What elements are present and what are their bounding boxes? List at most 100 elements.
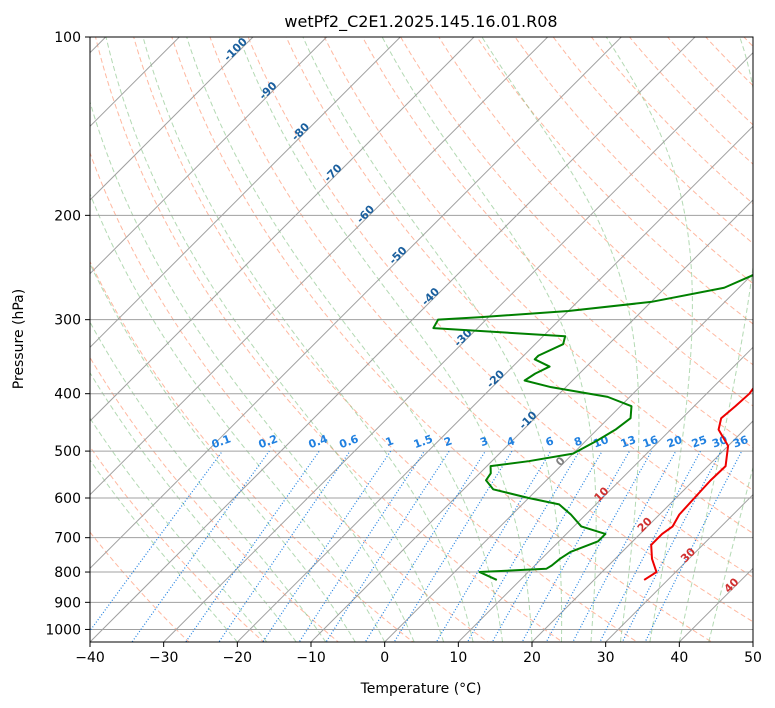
mixing-ratio-label: 0.6 [338, 432, 361, 451]
mixing-ratio-line [325, 450, 450, 642]
x-tick-label: 20 [523, 650, 541, 666]
y-tick-label: 300 [54, 313, 81, 329]
mixing-ratio-line [572, 450, 677, 642]
height-label: -80 [289, 120, 312, 143]
x-tick-label: −10 [296, 650, 326, 666]
isotherm [236, 125, 753, 642]
mixing-ratio-label: 0.4 [307, 432, 330, 451]
y-tick-label: 700 [54, 531, 81, 547]
moist-adiabat [605, 37, 693, 642]
isotherm [90, 37, 623, 570]
lcl-label: 30 [678, 545, 698, 565]
mixing-ratio-line [298, 450, 425, 642]
dry-adiabat [361, 37, 753, 449]
dry-adiabat [400, 37, 753, 407]
moist-adiabat [105, 37, 445, 642]
mixing-ratio-label: 6 [544, 434, 556, 449]
dry-adiabat [95, 37, 564, 642]
dry-adiabat [90, 260, 414, 642]
isotherm [90, 37, 254, 201]
isotherm [383, 272, 753, 642]
mixing-ratio-line [131, 450, 270, 642]
dry-adiabat [285, 37, 753, 534]
mixing-ratio-label: 1 [384, 434, 396, 449]
dry-adiabat [133, 37, 638, 642]
y-tick-label: 600 [54, 491, 81, 507]
mixing-ratio-label: 3 [478, 434, 490, 449]
mixing-ratio-label: 4 [505, 434, 517, 449]
dry-adiabat [756, 10, 775, 654]
moist-adiabat [678, 37, 753, 642]
y-tick-label: 400 [54, 387, 81, 403]
x-tick-label: 50 [744, 650, 762, 666]
mixing-ratio-label: 8 [572, 434, 584, 449]
mixing-ratio-label: 20 [665, 433, 684, 451]
isotherm [90, 37, 696, 642]
x-tick-label: −20 [223, 650, 253, 666]
mixing-ratio-line [90, 450, 223, 632]
y-tick-label: 900 [54, 595, 81, 611]
isotherm [604, 493, 753, 642]
temperature-profile [643, 386, 753, 581]
moist-adiabat [90, 371, 297, 642]
mixing-ratio-label: 16 [641, 433, 660, 451]
moist-adiabat [481, 37, 640, 642]
mixing-ratio-line [545, 450, 653, 642]
data-layer: 0.1 0.2 0.4 0.6 1 1.5 2 3 4 6 8 10 13 16 20 25 30 36-100-… [210, 37, 753, 596]
x-tick-label: −30 [149, 650, 179, 666]
height-label: -60 [354, 202, 377, 225]
mixing-ratio-label: 13 [619, 433, 638, 450]
mixing-ratio-label: 30 [710, 433, 729, 451]
x-axis-title: Temperature (°C) [360, 681, 482, 697]
mixing-ratio-line [262, 450, 392, 642]
x-tick-label: 0 [380, 650, 389, 666]
moist-adiabat [302, 37, 563, 642]
plot-frame [89, 36, 754, 643]
isotherm [90, 37, 181, 128]
dry-adiabat [171, 37, 713, 642]
y-tick-label: 200 [54, 208, 81, 224]
mixing-ratio-line [599, 450, 702, 642]
mixing-ratio-label: 2 [442, 434, 454, 449]
moist-adiabat [90, 262, 356, 642]
y-tick-label: 800 [54, 565, 81, 581]
x-tick-label: 30 [597, 650, 615, 666]
isotherm [90, 37, 475, 422]
x-tick-label: −40 [75, 650, 105, 666]
mixing-ratio-line [644, 450, 743, 642]
moist-adiabat [142, 37, 474, 642]
isotherm [90, 37, 402, 349]
dry-adiabat [514, 37, 753, 285]
moist-adiabat [90, 192, 386, 642]
dry-adiabat [90, 151, 489, 642]
mixing-ratio-line [218, 450, 351, 642]
moist-adiabat [90, 459, 238, 642]
isotherm [457, 346, 753, 642]
dry-adiabat [247, 37, 753, 578]
x-tick-label: 10 [449, 650, 467, 666]
mixing-ratio-line [435, 450, 552, 642]
lcl-label: 20 [635, 515, 655, 535]
mixing-ratio-label: 10 [591, 433, 610, 451]
mixing-ratio-label: 1.5 [412, 432, 435, 451]
y-tick-label: 500 [54, 444, 81, 460]
y-tick-label: 1000 [45, 622, 81, 638]
y-axis-title: Pressure (hPa) [11, 289, 27, 389]
isotherm [531, 420, 753, 642]
moist-adiabat [90, 100, 415, 642]
isotherm [90, 37, 549, 496]
grid-layer [0, 10, 775, 654]
dry-adiabat [552, 37, 753, 245]
y-tick-label: 100 [54, 30, 81, 46]
isotherm [162, 51, 753, 642]
height-label: -40 [419, 285, 442, 308]
mixing-ratio-line [364, 450, 486, 642]
dry-adiabat [90, 531, 190, 642]
isotherm [0, 10, 59, 654]
lcl-label: 10 [592, 484, 612, 504]
dry-adiabat [209, 37, 753, 623]
mixing-ratio-label: 36 [731, 433, 750, 451]
dry-adiabat [90, 356, 340, 642]
axis-layer: −40 −30 −20 −10 0 10 20 30 40 50 1000 900 800 700 600 5… [45, 30, 762, 666]
mixing-ratio-label: 0.2 [257, 432, 280, 451]
